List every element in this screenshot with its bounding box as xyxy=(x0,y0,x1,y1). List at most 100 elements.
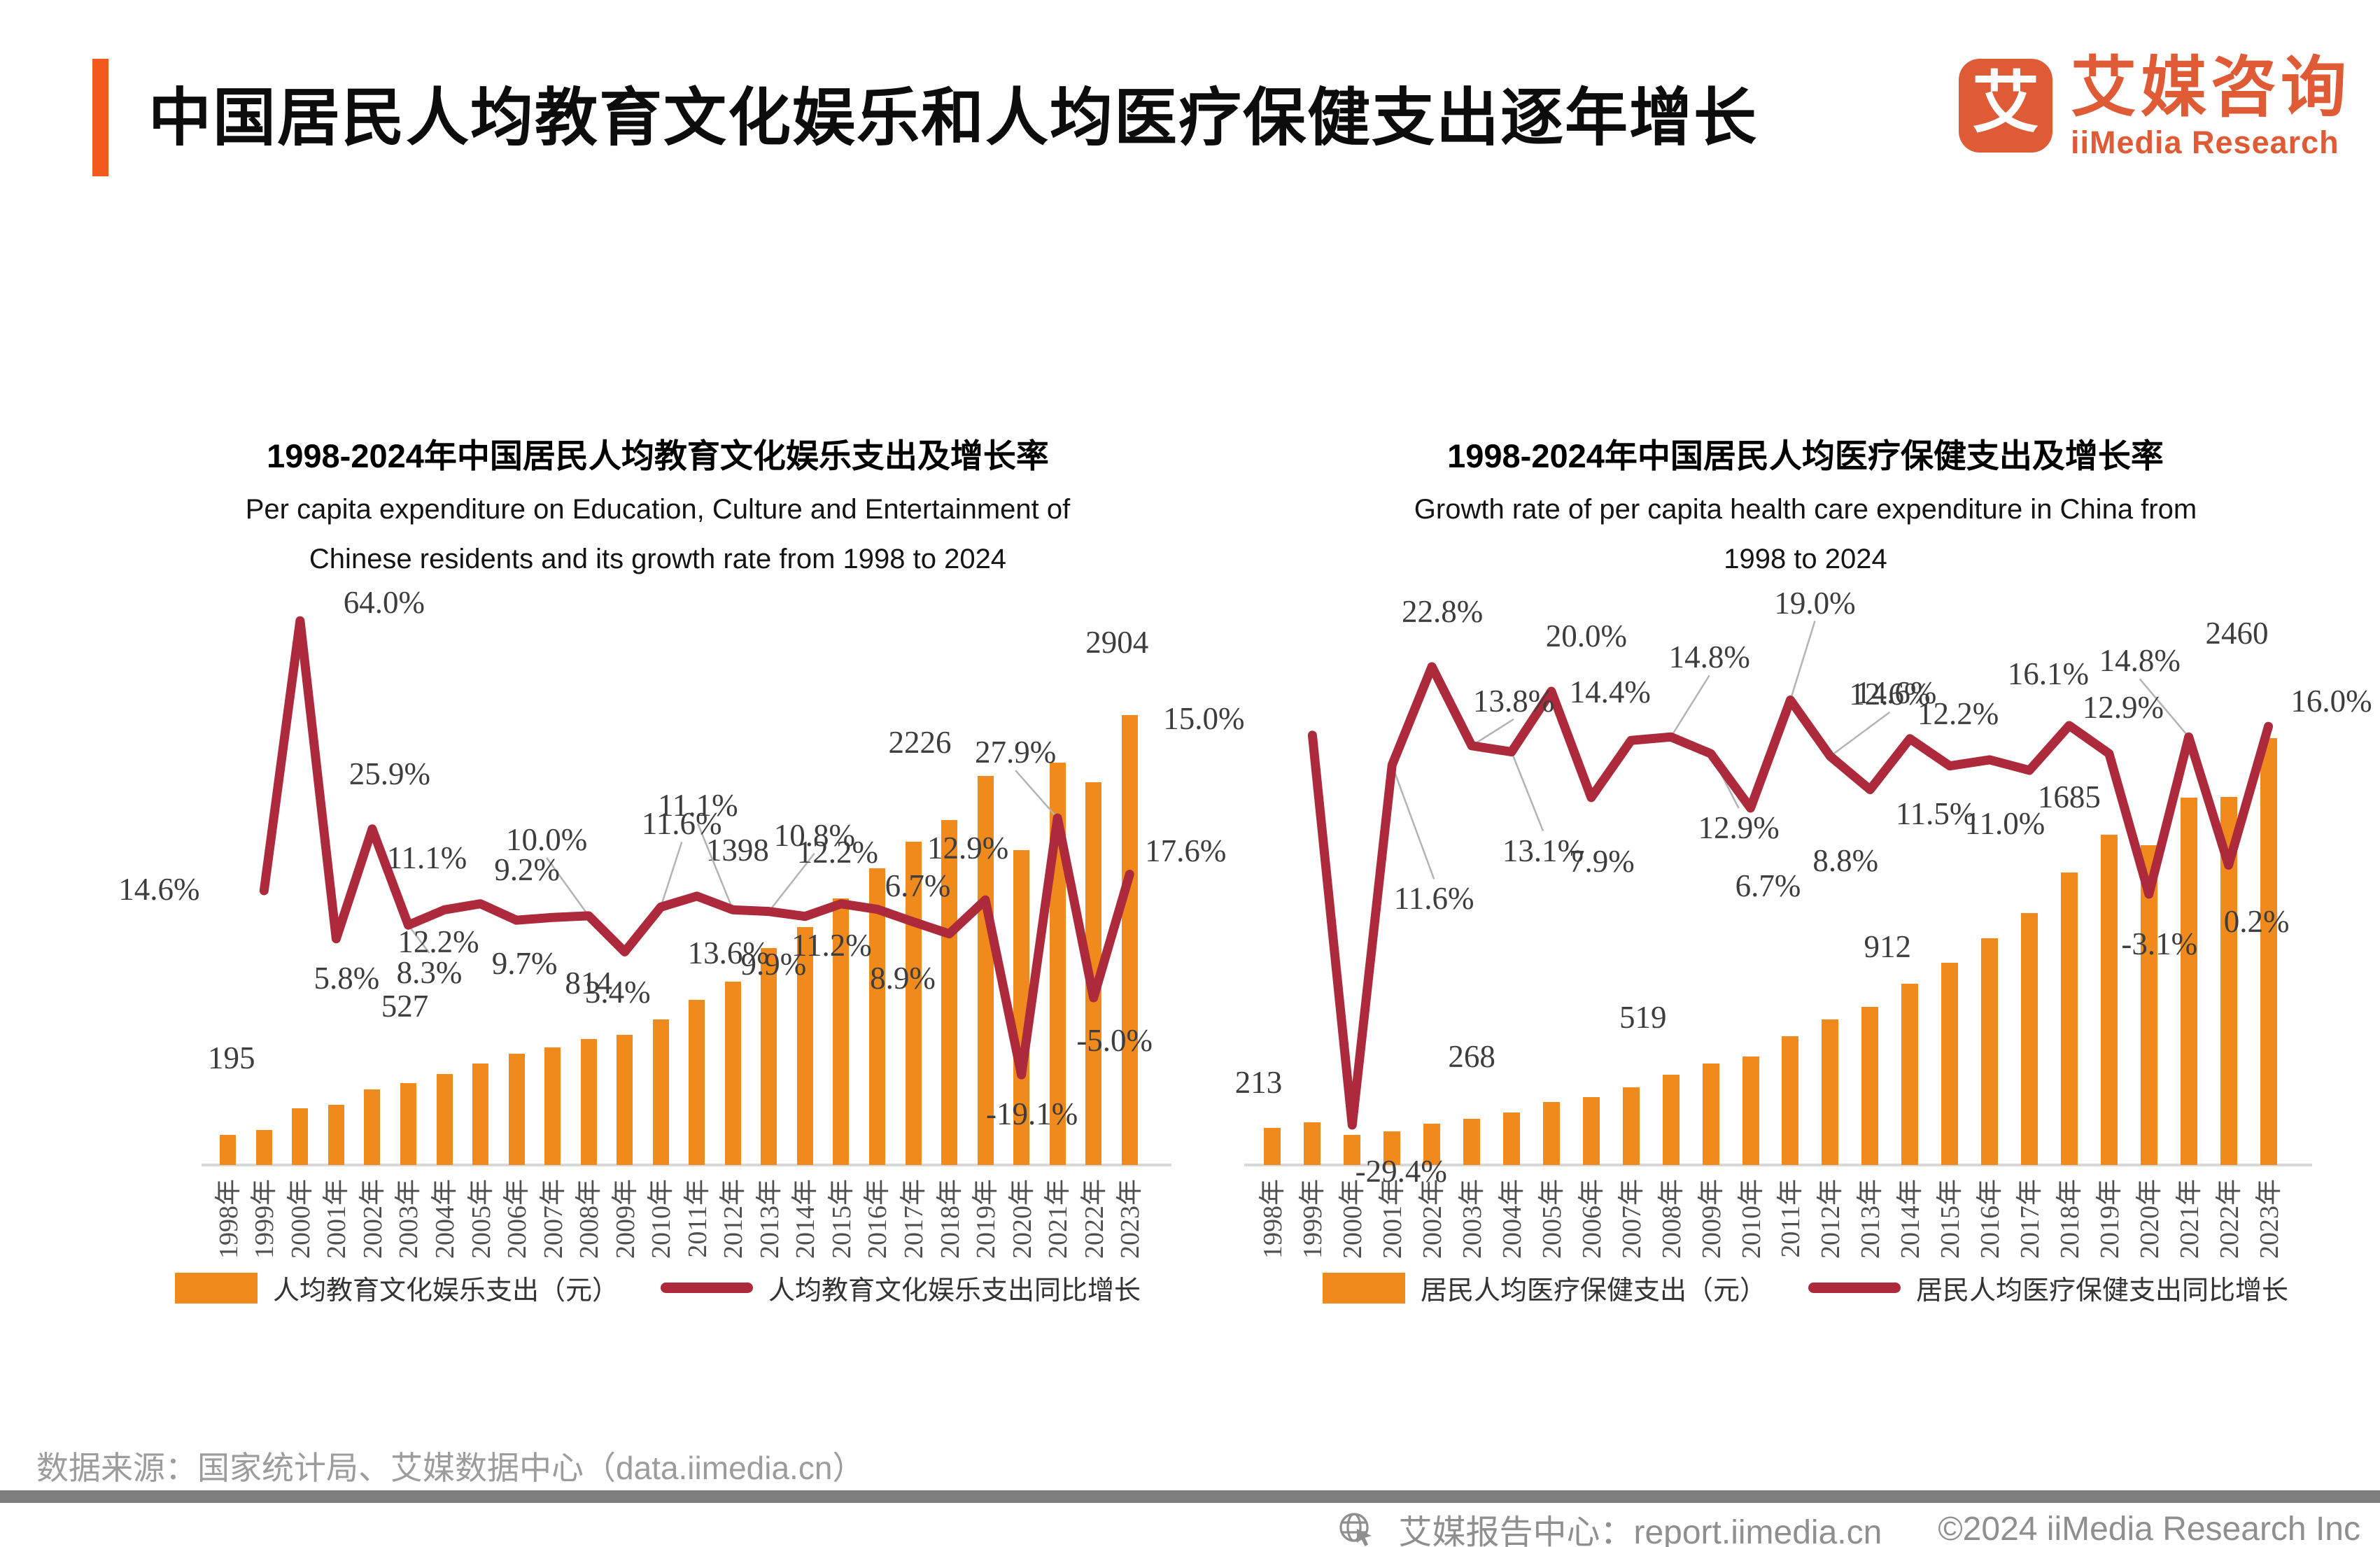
x-tick-2007年: 2007年 xyxy=(538,1179,568,1259)
globe-cursor-icon xyxy=(1339,1513,1372,1546)
x-tick-2014年: 2014年 xyxy=(1896,1179,1926,1259)
legend-bar-label: 居民人均医疗保健支出（元） xyxy=(1420,1276,1766,1306)
x-tick-2017年: 2017年 xyxy=(899,1179,929,1259)
bar-value-label: 1398 xyxy=(705,833,769,868)
bar-2011年 xyxy=(689,999,705,1165)
bar-2003年 xyxy=(1463,1118,1481,1165)
bar-2012年 xyxy=(724,981,741,1165)
x-tick-1998年: 1998年 xyxy=(213,1179,244,1259)
growth-value-label: 7.9% xyxy=(1568,843,1635,879)
bar-2002年 xyxy=(364,1089,381,1165)
logo-zh: 艾媒咨询 xyxy=(2070,50,2351,124)
growth-value-label: 11.1% xyxy=(658,788,738,824)
legend-bar-label: 人均教育文化娱乐支出（元） xyxy=(272,1276,619,1306)
x-tick-2021年: 2021年 xyxy=(2174,1179,2204,1259)
growth-value-label: 11.6% xyxy=(641,806,722,842)
x-tick-2019年: 2019年 xyxy=(971,1179,1001,1259)
growth-value-label: 15.0% xyxy=(1163,700,1245,736)
x-tick-2006年: 2006年 xyxy=(1577,1179,1607,1259)
bar-value-label: 2460 xyxy=(2205,615,2269,651)
bar-2000年 xyxy=(292,1108,309,1165)
bar-2015年 xyxy=(833,898,850,1165)
x-tick-2003年: 2003年 xyxy=(394,1179,424,1259)
bar-2010年 xyxy=(652,1019,669,1165)
data-source: 数据来源：国家统计局、艾媒数据中心（data.iimedia.cn） xyxy=(36,1450,865,1486)
chart-subtitle: Per capita expenditure on Education, Cul… xyxy=(245,494,1071,574)
growth-value-label: -3.1% xyxy=(2121,926,2198,961)
bar-2001年 xyxy=(1383,1131,1401,1165)
x-tick-2010年: 2010年 xyxy=(1736,1179,1766,1259)
x-tick-2015年: 2015年 xyxy=(1936,1179,1966,1259)
logo-mark-glyph: 艾 xyxy=(1971,66,2039,141)
growth-value-label: 11.5% xyxy=(1895,796,1976,831)
label-leader-line xyxy=(1829,711,1891,757)
healthcare-plot-area: 213 268 519 912 1685 2460 15.0% -29.4% 11.6% 22.8… xyxy=(1163,586,2372,1259)
growth-value-label: 9.7% xyxy=(491,946,558,982)
bar-value-label: 213 xyxy=(1234,1065,1283,1101)
growth-value-label: 13.1% xyxy=(1502,833,1584,868)
x-tick-2002年: 2002年 xyxy=(1418,1179,1448,1259)
bar-1999年 xyxy=(1304,1122,1321,1165)
x-tick-2001年: 2001年 xyxy=(1378,1179,1408,1259)
bar-2012年 xyxy=(1822,1019,1839,1165)
growth-value-label: 14.6% xyxy=(118,871,200,907)
bar-2016年 xyxy=(1981,938,1999,1165)
x-tick-2004年: 2004年 xyxy=(1498,1179,1527,1259)
bar-1998年 xyxy=(1264,1128,1281,1165)
x-tick-2021年: 2021年 xyxy=(1043,1179,1073,1259)
x-tick-2008年: 2008年 xyxy=(575,1179,605,1259)
growth-value-label: 9.9% xyxy=(740,946,807,982)
chart-title: 1998-2024年中国居民人均教育文化娱乐支出及增长率 xyxy=(267,437,1049,474)
growth-polyline xyxy=(1307,662,2274,1130)
bar-2011年 xyxy=(1782,1036,1799,1165)
growth-value-label: 16.0% xyxy=(2290,684,2372,719)
title-accent-bar xyxy=(92,59,108,176)
growth-value-label: 12.2% xyxy=(397,924,479,959)
bar-2006年 xyxy=(1582,1096,1600,1165)
bar-2021年 xyxy=(2180,798,2197,1165)
growth-value-label: 20.0% xyxy=(1545,619,1628,654)
x-tick-2019年: 2019年 xyxy=(2094,1179,2125,1259)
growth-value-label: 14.8% xyxy=(1668,640,1750,675)
bar-value-label: 2904 xyxy=(1085,625,1149,661)
growth-value-label: 12.2% xyxy=(1917,695,1999,731)
growth-value-label: 12.6% xyxy=(1849,676,1931,712)
bar-2004年 xyxy=(1503,1112,1520,1165)
bar-2013年 xyxy=(761,948,777,1165)
bar-2009年 xyxy=(617,1034,633,1165)
bar-2019年 xyxy=(977,775,994,1165)
footer: 艾媒报告中心：report.iimedia.cn ©2024 iiMedia R… xyxy=(1337,1504,2360,1547)
bar-value-label: 2226 xyxy=(888,725,952,761)
footer-site: 艾媒报告中心：report.iimedia.cn xyxy=(1398,1514,1882,1547)
label-leader-line xyxy=(768,852,815,912)
bar-2009年 xyxy=(1702,1063,1719,1165)
growth-line xyxy=(1307,621,2274,1130)
bar-2001年 xyxy=(328,1105,344,1165)
bar-2000年 xyxy=(1344,1135,1361,1165)
x-tick-2018年: 2018年 xyxy=(935,1179,965,1259)
x-tick-2020年: 2020年 xyxy=(1007,1179,1037,1259)
growth-value-label: 25.9% xyxy=(348,756,431,791)
x-tick-2007年: 2007年 xyxy=(1617,1179,1647,1259)
bar-value-label: 268 xyxy=(1448,1038,1495,1074)
bar-2015年 xyxy=(1941,963,1959,1165)
label-leader-line xyxy=(1471,718,1514,747)
x-tick-2015年: 2015年 xyxy=(826,1179,857,1259)
x-tick-2013年: 2013年 xyxy=(754,1179,784,1259)
label-leader-line xyxy=(660,842,683,907)
growth-value-label: 22.8% xyxy=(1402,593,1484,629)
growth-value-label: 27.9% xyxy=(975,735,1057,770)
legend-line-swatch xyxy=(1808,1283,1901,1293)
growth-value-label: 11.0% xyxy=(1964,805,2045,841)
bar-2023年 xyxy=(2260,737,2277,1165)
growth-value-label: 12.2% xyxy=(796,834,879,870)
x-tick-2017年: 2017年 xyxy=(2015,1179,2045,1259)
bar-2023年 xyxy=(1121,715,1138,1165)
bar-value-label: 814 xyxy=(565,965,612,1001)
x-tick-2012年: 2012年 xyxy=(1816,1179,1846,1259)
growth-value-label: -5.0% xyxy=(1076,1023,1153,1059)
x-tick-2000年: 2000年 xyxy=(286,1179,316,1259)
growth-value-label: 10.0% xyxy=(506,821,588,857)
growth-value-label: -29.4% xyxy=(1355,1153,1447,1189)
